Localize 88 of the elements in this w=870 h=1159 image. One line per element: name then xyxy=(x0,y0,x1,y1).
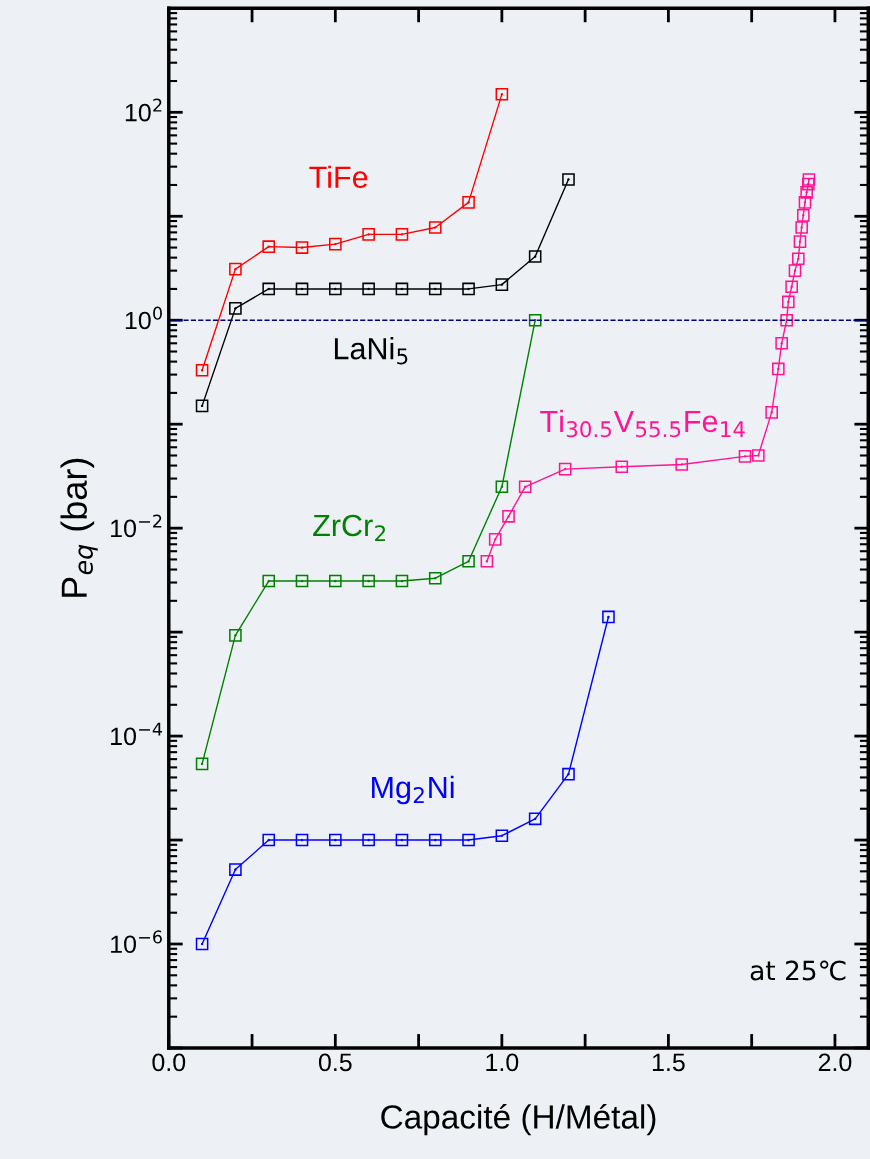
x-tick-label: 2.0 xyxy=(818,1053,852,1072)
point xyxy=(362,574,375,588)
x-tick-label: 0.0 xyxy=(152,1053,186,1072)
x-tick-label: 1.0 xyxy=(486,1053,519,1072)
point xyxy=(480,554,494,568)
point xyxy=(772,362,785,376)
point xyxy=(765,406,778,419)
point xyxy=(785,280,798,294)
point xyxy=(395,833,409,847)
point xyxy=(802,173,816,186)
point xyxy=(800,185,813,199)
series-label: ZrCr$_{2}$ xyxy=(313,514,386,542)
point xyxy=(329,282,342,296)
x-tick-label: 1.5 xyxy=(652,1053,685,1072)
point xyxy=(801,177,815,191)
point xyxy=(329,833,342,847)
point xyxy=(395,282,409,296)
point xyxy=(528,812,542,826)
point xyxy=(262,282,276,296)
y-tick-label: 10$^{−4}$ xyxy=(111,722,163,746)
series-label: Ti$_{30.5}$V$_{55.5}$Fe$_{14}$ xyxy=(540,409,745,438)
point xyxy=(462,282,475,296)
point xyxy=(195,399,209,413)
point xyxy=(428,833,442,847)
point xyxy=(781,295,795,309)
point xyxy=(395,228,409,241)
point xyxy=(615,460,629,474)
series-label: LaNi$_{5}$ xyxy=(334,337,408,365)
point xyxy=(428,282,442,296)
y-axis-title: P$_{eq}$ (bar) xyxy=(60,458,98,597)
point xyxy=(780,313,793,327)
point xyxy=(562,767,575,781)
series-label: Mg$_{2}$Ni xyxy=(372,775,454,805)
point xyxy=(791,252,805,266)
x-tick-label: 0.5 xyxy=(318,1053,352,1072)
point xyxy=(295,574,309,588)
point xyxy=(462,833,475,847)
y-tick-label: 10$^{−2}$ xyxy=(111,514,162,538)
point xyxy=(752,449,765,462)
point xyxy=(528,313,542,327)
point xyxy=(798,196,812,209)
y-tick-label: 10$^{−6}$ xyxy=(111,930,162,954)
point xyxy=(362,228,375,241)
point xyxy=(558,462,572,476)
point xyxy=(502,509,515,523)
y-tick-label: 10$^{2}$ xyxy=(125,98,162,122)
point xyxy=(195,757,209,771)
point xyxy=(796,209,810,222)
series-label: TiFe xyxy=(309,165,368,189)
point xyxy=(602,610,615,624)
point xyxy=(195,363,209,377)
point xyxy=(295,282,309,296)
point xyxy=(793,235,807,248)
point xyxy=(788,264,802,277)
point xyxy=(528,250,542,263)
point xyxy=(675,458,689,471)
point xyxy=(495,829,509,843)
point xyxy=(195,937,209,951)
point xyxy=(775,336,788,350)
point xyxy=(229,863,242,876)
point xyxy=(428,571,442,585)
point xyxy=(262,574,276,588)
point xyxy=(462,196,475,209)
point xyxy=(362,833,375,847)
point xyxy=(229,302,242,315)
point xyxy=(229,629,242,642)
y-tick-label: 10$^{0}$ xyxy=(125,306,162,330)
point xyxy=(362,282,375,296)
point xyxy=(428,221,442,234)
point xyxy=(495,87,509,101)
point xyxy=(262,833,276,847)
x-axis-title: Capacité (H/Métal) xyxy=(381,1103,656,1136)
annotation: at 25℃ xyxy=(750,960,846,981)
point xyxy=(462,554,475,568)
point xyxy=(738,450,752,463)
point xyxy=(795,221,808,234)
point xyxy=(329,574,342,588)
point xyxy=(562,173,575,186)
point xyxy=(395,574,409,588)
point xyxy=(488,533,502,546)
point xyxy=(295,833,309,847)
point xyxy=(262,240,276,253)
point xyxy=(229,262,242,276)
point xyxy=(329,237,342,251)
point xyxy=(495,480,509,494)
point xyxy=(518,480,532,494)
point xyxy=(295,241,309,254)
point xyxy=(495,278,509,291)
